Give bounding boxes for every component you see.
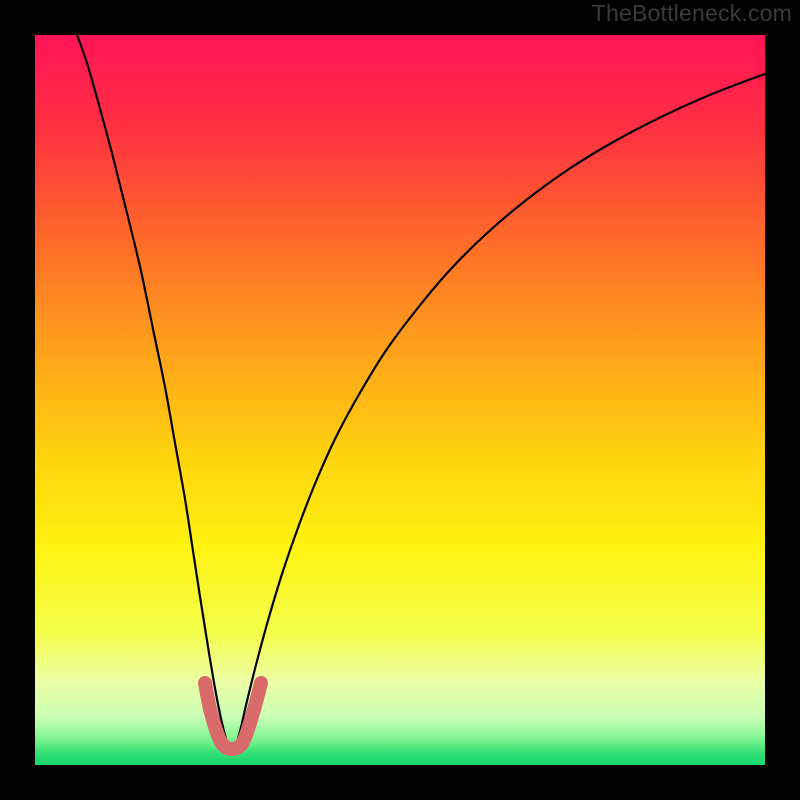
plot-background xyxy=(35,35,765,765)
bottleneck-curve-chart xyxy=(0,0,800,800)
watermark-text: TheBottleneck.com xyxy=(592,0,792,27)
stage: TheBottleneck.com xyxy=(0,0,800,800)
